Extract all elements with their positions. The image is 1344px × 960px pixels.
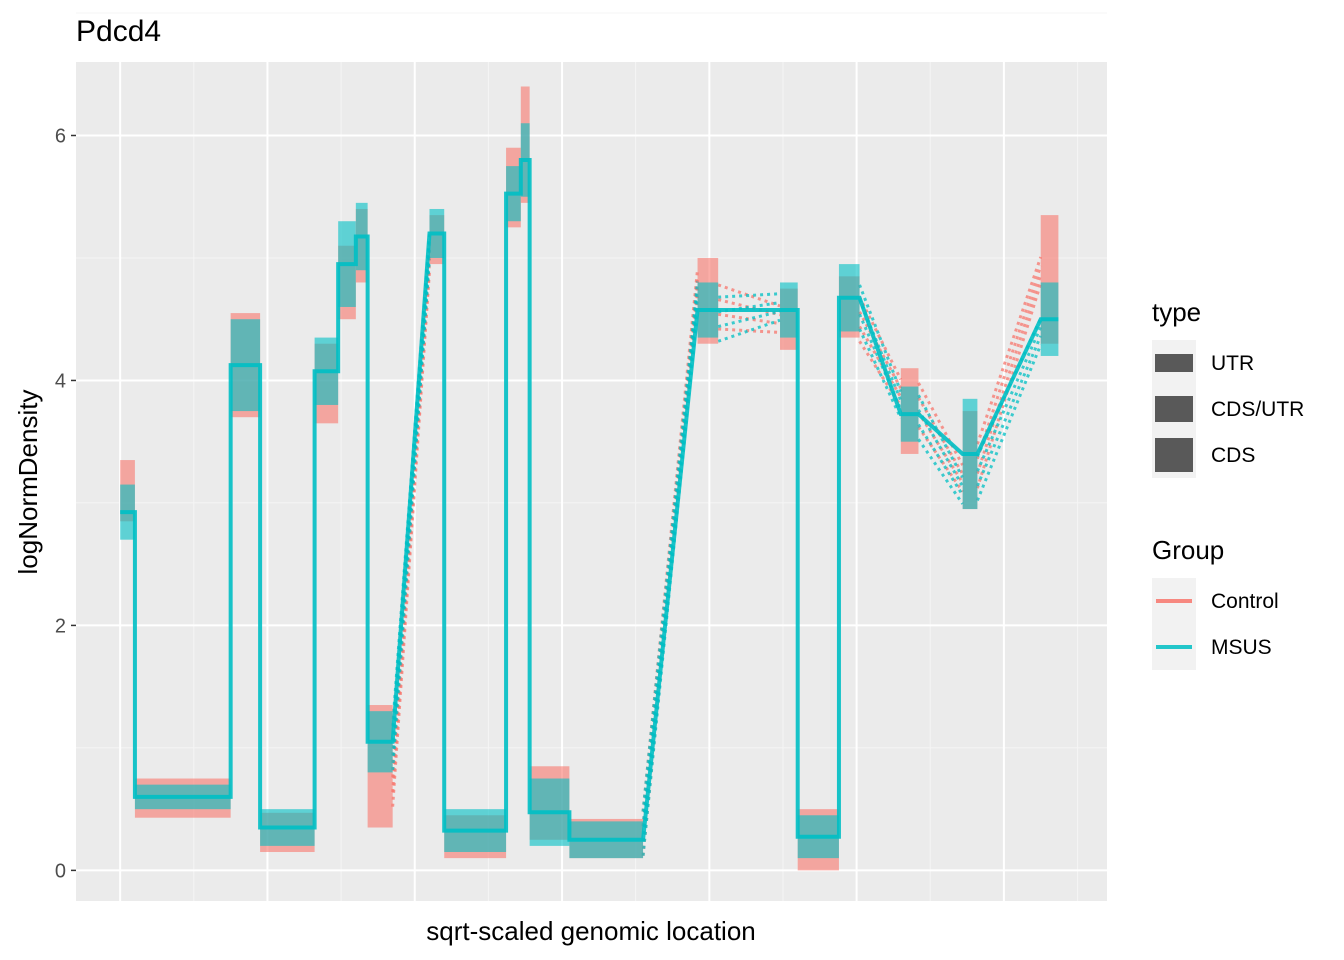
- exon-bands: [120, 86, 1059, 871]
- intron-line: [858, 284, 903, 393]
- chart-title: Pdcd4: [76, 15, 161, 48]
- legend-type-label: CDS/UTR: [1211, 398, 1304, 421]
- legend-group-label: MSUS: [1211, 636, 1272, 659]
- y-tick-label: 6: [55, 125, 66, 147]
- legend-key-cds: [1155, 438, 1193, 472]
- y-axis-ticks: 0 2 4 6: [55, 125, 76, 882]
- grid-lines: [76, 12, 1107, 901]
- intron-line: [917, 438, 964, 505]
- y-tick-label: 2: [55, 615, 66, 637]
- legend-type-title: type: [1152, 297, 1201, 327]
- legend-type-label: UTR: [1211, 352, 1254, 375]
- y-tick-label: 0: [55, 860, 66, 882]
- intron-line: [641, 281, 700, 812]
- x-axis-title: sqrt-scaled genomic location: [426, 916, 756, 946]
- intron-line: [976, 335, 1043, 487]
- legend: type UTR CDS/UTR CDS Group Control MSUS: [1152, 297, 1304, 670]
- legend-type-label: CDS: [1211, 444, 1255, 467]
- intron-line: [976, 326, 1043, 472]
- intron-line: [975, 256, 1043, 445]
- msus-step-line: [120, 157, 1059, 842]
- intron-line: [718, 327, 781, 334]
- intron-line: [718, 292, 781, 299]
- plot-panel: [76, 62, 1107, 901]
- intron-line: [917, 394, 964, 479]
- y-axis-title: logNormDensity: [13, 390, 43, 575]
- legend-key-utr: [1155, 354, 1193, 372]
- legend-group-title: Group: [1152, 535, 1224, 565]
- intron-line: [917, 426, 964, 493]
- legend-key-cds-utr: [1155, 396, 1193, 422]
- intron-line: [917, 382, 964, 466]
- intron-line: [858, 328, 903, 419]
- legend-group-label: Control: [1211, 590, 1279, 613]
- y-tick-label: 4: [55, 370, 66, 392]
- intron-line: [858, 296, 903, 381]
- intron-line: [975, 265, 1043, 460]
- intron-line: [975, 344, 1043, 502]
